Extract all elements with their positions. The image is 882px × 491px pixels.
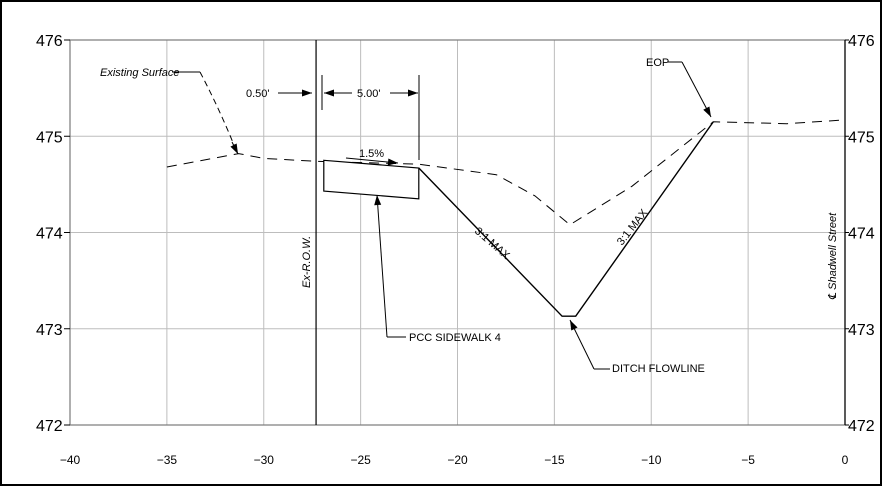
geometry	[166, 40, 846, 425]
y-tick-label-right: 472	[848, 418, 875, 435]
slope-arrow-head	[387, 158, 398, 166]
x-tick-label: −20	[447, 453, 468, 467]
existing-surface-label: Existing Surface	[100, 67, 179, 79]
dim-small-label: 0.50'	[246, 88, 270, 100]
y-tick-label: 476	[36, 33, 63, 50]
y-tick-label-right: 473	[848, 322, 875, 339]
existing-surface-arrow-head	[230, 143, 238, 154]
flowline-label: DITCH FLOWLINE	[612, 363, 705, 375]
slope-percent-label: 1.5%	[359, 148, 384, 160]
x-tick-label: −30	[254, 453, 275, 467]
proposed-ditch-line	[418, 121, 714, 317]
existing-surface-leader-curve	[199, 71, 237, 151]
y-tick-label-right: 475	[848, 129, 875, 146]
sidewalk-arrow-head	[374, 195, 382, 206]
x-tick-label: −10	[641, 453, 662, 467]
y-tick-label: 475	[36, 129, 63, 146]
eop-arrow-head	[703, 106, 711, 117]
existing-surface-line	[166, 119, 846, 226]
x-tick-label: 0	[842, 453, 849, 467]
flowline-arrow-head	[570, 320, 578, 331]
y-tick-label: 473	[36, 322, 63, 339]
y-tick-label-right: 476	[848, 33, 875, 50]
eop-label: EOP	[646, 57, 669, 69]
dim-large-arrow-left-head	[324, 89, 334, 97]
y-tick-label: 474	[36, 226, 63, 243]
centerline-label: ℄ Shadwell Street	[827, 212, 839, 300]
x-tick-label: −5	[741, 453, 755, 467]
x-tick-label: −25	[350, 453, 371, 467]
eop-arrow	[681, 61, 712, 118]
x-tick-label: −15	[544, 453, 565, 467]
y-tick-label: 472	[36, 418, 63, 435]
dim-small-arrow-head	[302, 89, 312, 97]
sidewalk-label: PCC SIDEWALK 4	[409, 332, 501, 344]
sidewalk-arrow	[376, 194, 388, 338]
row-label: Ex-R.O.W.	[301, 236, 313, 288]
dim-large-arrow-right-head	[408, 89, 418, 97]
tick-labels: 472 472 473 473 474 474 475 475 476 476 −40 −35 −30 −…	[36, 33, 875, 467]
dim-large-label: 5.00'	[357, 88, 381, 100]
x-tick-label: −40	[60, 453, 81, 467]
sidewalk-section	[323, 159, 420, 200]
x-tick-label: −35	[157, 453, 178, 467]
y-tick-label-right: 474	[848, 226, 875, 243]
